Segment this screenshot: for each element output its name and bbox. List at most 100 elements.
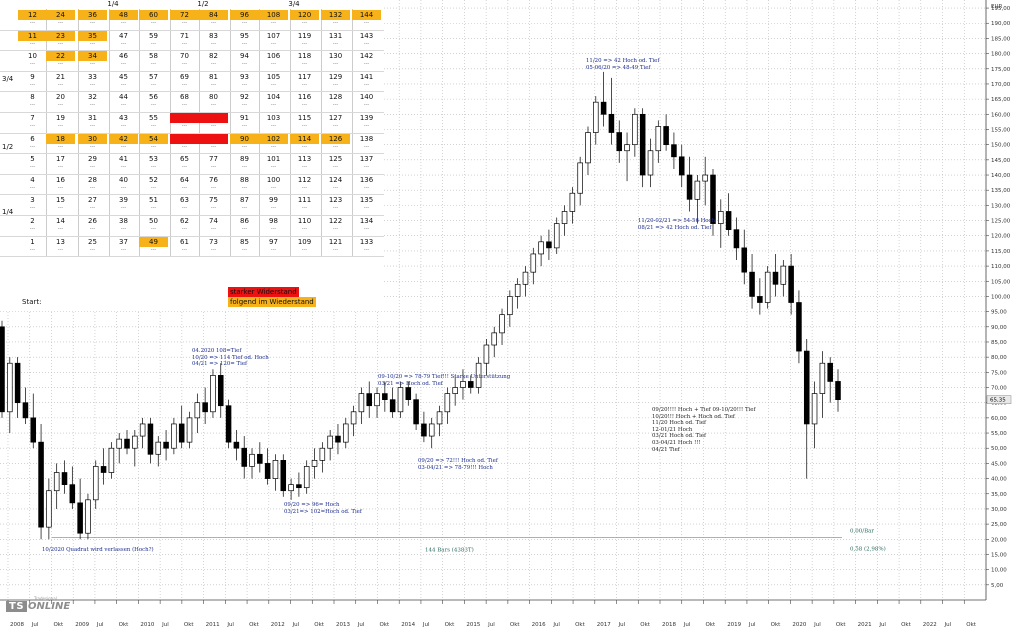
grid-cell: 12 bbox=[18, 10, 47, 20]
grid-cell: 7 bbox=[30, 114, 35, 122]
y-tick-label: 5,00 bbox=[991, 583, 1004, 589]
grid-dash: --- bbox=[89, 81, 96, 88]
candle-up bbox=[702, 174, 708, 182]
grid-dash: --- bbox=[57, 246, 64, 253]
grid-dash: --- bbox=[270, 246, 277, 253]
grid-row-line bbox=[0, 215, 384, 216]
grid-cell: 61 bbox=[180, 237, 189, 246]
x-tick-label: Jul bbox=[487, 622, 495, 628]
candle-up bbox=[436, 411, 443, 425]
x-tick-label: 2020 bbox=[792, 622, 806, 628]
grid-cell: 86 bbox=[240, 217, 249, 225]
grid-row-line bbox=[0, 91, 384, 93]
grid-cell: 70 bbox=[180, 52, 189, 61]
grid-cell: 103 bbox=[266, 114, 281, 122]
grid-side-label: 1/4 bbox=[2, 208, 14, 216]
grid-cell: 28 bbox=[88, 175, 97, 184]
y-tick-label: 120,00 bbox=[991, 234, 1011, 240]
candle-down bbox=[217, 375, 224, 407]
grid-cell: 51 bbox=[149, 196, 158, 205]
candle-up bbox=[428, 423, 435, 437]
grid-dash: --- bbox=[120, 164, 127, 171]
grid-dash: --- bbox=[150, 20, 157, 26]
grid-cell: 74 bbox=[209, 217, 218, 225]
grid-dash: --- bbox=[29, 246, 36, 253]
grid-dash: --- bbox=[363, 61, 370, 68]
candle-down bbox=[14, 362, 21, 404]
grid-dash: --- bbox=[210, 123, 217, 129]
grid-cell: 112 bbox=[297, 175, 312, 184]
candle-down bbox=[77, 502, 83, 534]
x-tick-label: Jul bbox=[96, 622, 104, 628]
grid-dash: --- bbox=[301, 184, 308, 191]
x-tick-label: 2015 bbox=[466, 622, 480, 628]
grid-cell: 89 bbox=[240, 155, 249, 164]
grid-dash: --- bbox=[89, 246, 96, 253]
grid-dash: --- bbox=[301, 102, 308, 109]
y-tick-label: 45,00 bbox=[991, 461, 1007, 467]
grid-cell: 98 bbox=[269, 217, 278, 225]
candle-up bbox=[249, 453, 255, 467]
grid-dash: --- bbox=[241, 40, 248, 47]
candle-up bbox=[577, 162, 583, 194]
grid-dash: --- bbox=[301, 40, 308, 47]
grid-cell: 34 bbox=[78, 51, 107, 62]
grid-cell: 90 bbox=[230, 133, 259, 144]
candle-down bbox=[280, 460, 287, 492]
grid-cell: 122 bbox=[328, 217, 343, 225]
grid-dash: --- bbox=[120, 20, 127, 26]
grid-dash: --- bbox=[89, 102, 96, 109]
candle-up bbox=[452, 387, 458, 394]
y-tick-label: 165,00 bbox=[991, 97, 1011, 103]
grid-dash: --- bbox=[181, 143, 188, 150]
grid-dash: --- bbox=[210, 226, 217, 232]
grid-cell: 59 bbox=[149, 31, 158, 40]
grid-side-label: 1/2 bbox=[2, 143, 14, 151]
grid-cell: 52 bbox=[149, 175, 158, 184]
grid-cell: 144 bbox=[352, 10, 381, 20]
grid-dash: --- bbox=[150, 61, 157, 68]
grid-cell: 48 bbox=[109, 10, 138, 20]
grid-cell: 88 bbox=[240, 175, 249, 184]
candle-up bbox=[444, 393, 451, 413]
candle-down bbox=[639, 113, 646, 176]
x-tick-label: Jul bbox=[226, 622, 234, 628]
grid-dash: --- bbox=[363, 102, 370, 109]
grid-top-label: 3/4 bbox=[288, 0, 300, 8]
grid-dash: --- bbox=[332, 184, 339, 191]
grid-dash: --- bbox=[332, 102, 339, 109]
grid-dash: --- bbox=[210, 81, 217, 88]
x-tick-label: Okt bbox=[510, 622, 521, 628]
y-tick-label: 20,00 bbox=[991, 537, 1007, 543]
y-tick-label: 195,00 bbox=[991, 6, 1011, 12]
grid-dash: --- bbox=[332, 61, 339, 68]
annotation-7: 09/20!!!! Hoch + Tief 09-10/20!!! Tief 10… bbox=[652, 407, 756, 453]
y-tick-label: 10,00 bbox=[991, 568, 1007, 574]
grid-dash: --- bbox=[181, 205, 188, 212]
grid-cell: 43 bbox=[119, 114, 128, 122]
grid-cell: 97 bbox=[269, 237, 278, 246]
grid-cell: 37 bbox=[119, 237, 128, 246]
candle-up bbox=[155, 441, 162, 455]
x-tick-label: Jul bbox=[161, 622, 169, 628]
grid-cell: 17 bbox=[56, 155, 65, 164]
grid-cell: 125 bbox=[328, 155, 343, 164]
candle-up bbox=[85, 499, 91, 534]
candle-up bbox=[186, 417, 193, 443]
candle-up bbox=[92, 466, 99, 501]
candle-down bbox=[241, 447, 247, 467]
grid-cell: 46 bbox=[119, 52, 128, 61]
candle-down bbox=[163, 441, 169, 449]
candle-up bbox=[585, 132, 591, 164]
grid-dash: --- bbox=[270, 184, 277, 191]
grid-cell: 102 bbox=[259, 133, 288, 144]
grid-cell: 65 bbox=[180, 155, 189, 164]
candle-down bbox=[366, 393, 372, 407]
grid-dash: --- bbox=[150, 205, 157, 212]
grid-dash: --- bbox=[332, 143, 339, 150]
x-tick-label: Jul bbox=[618, 622, 626, 628]
grid-dash: --- bbox=[270, 205, 277, 212]
grid-cell: 85 bbox=[240, 237, 249, 246]
grid-cell: 25 bbox=[88, 237, 97, 246]
candle-up bbox=[46, 490, 52, 528]
